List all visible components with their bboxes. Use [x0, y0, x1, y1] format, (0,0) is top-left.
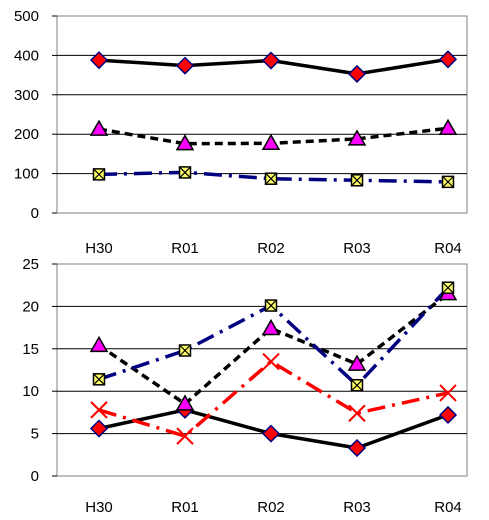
y-tick-label: 25 [22, 256, 39, 273]
y-tick-label: 400 [14, 47, 39, 64]
x-tick-label: R03 [343, 499, 371, 516]
data-point [175, 394, 195, 411]
data-point [90, 401, 108, 419]
data-point [438, 118, 458, 136]
x-tick-label: H30 [85, 499, 113, 516]
data-point [89, 419, 109, 438]
plot-area [56, 263, 468, 477]
data-point [175, 134, 195, 151]
data-point [264, 299, 278, 312]
x-tick-label: R01 [171, 240, 199, 257]
plot-area [56, 15, 468, 214]
chart-2: 0 5 10 15 20 25 H30 R01 R02 R03 R04 [22, 256, 468, 516]
series-line-2 [98, 292, 450, 406]
data-point [92, 168, 106, 181]
data-point [438, 50, 458, 69]
y-tick-label: 300 [14, 87, 39, 104]
y-tick-label: 0 [31, 468, 39, 485]
y-tick-label: 500 [14, 8, 39, 25]
data-point [441, 281, 455, 294]
data-point [178, 166, 192, 179]
data-point [347, 64, 367, 83]
y-tick-label: 20 [22, 298, 39, 315]
series-line-4 [98, 359, 449, 438]
x-tick-label: R01 [171, 499, 199, 516]
data-point [348, 404, 366, 422]
data-point [350, 174, 364, 187]
data-point [438, 405, 458, 425]
y-tick-label: 15 [22, 341, 39, 358]
x-tick-label: R04 [434, 499, 462, 516]
data-point [92, 373, 106, 386]
x-tick-label: R04 [434, 240, 462, 257]
data-point [261, 133, 281, 151]
data-point [261, 51, 281, 70]
data-point [89, 335, 109, 353]
data-point [347, 354, 367, 371]
data-point [176, 427, 194, 445]
y-tick-label: 200 [14, 126, 39, 143]
y-tick-label: 5 [31, 426, 39, 443]
data-point [347, 129, 367, 146]
x-tick-label: H30 [85, 240, 113, 257]
data-point [350, 379, 364, 392]
data-point [175, 56, 195, 75]
data-point [89, 51, 109, 70]
y-tick-label: 0 [31, 205, 39, 222]
y-tick-label: 100 [14, 166, 39, 183]
data-point [439, 384, 457, 402]
data-point [264, 172, 278, 185]
x-tick-label: R02 [257, 240, 285, 257]
series-line-3 [98, 170, 449, 184]
x-tick-label: R03 [343, 240, 371, 257]
data-point [89, 119, 109, 136]
chart-1: 0 100 200 300 400 500 H30 R01 R02 R03 R04 [14, 8, 468, 257]
data-point [347, 438, 367, 458]
data-point [178, 344, 192, 357]
y-tick-label: 10 [22, 383, 39, 400]
x-tick-label: R02 [257, 499, 285, 516]
data-point [261, 424, 281, 443]
data-point [261, 318, 281, 336]
data-point [262, 352, 280, 371]
data-point [441, 175, 455, 189]
